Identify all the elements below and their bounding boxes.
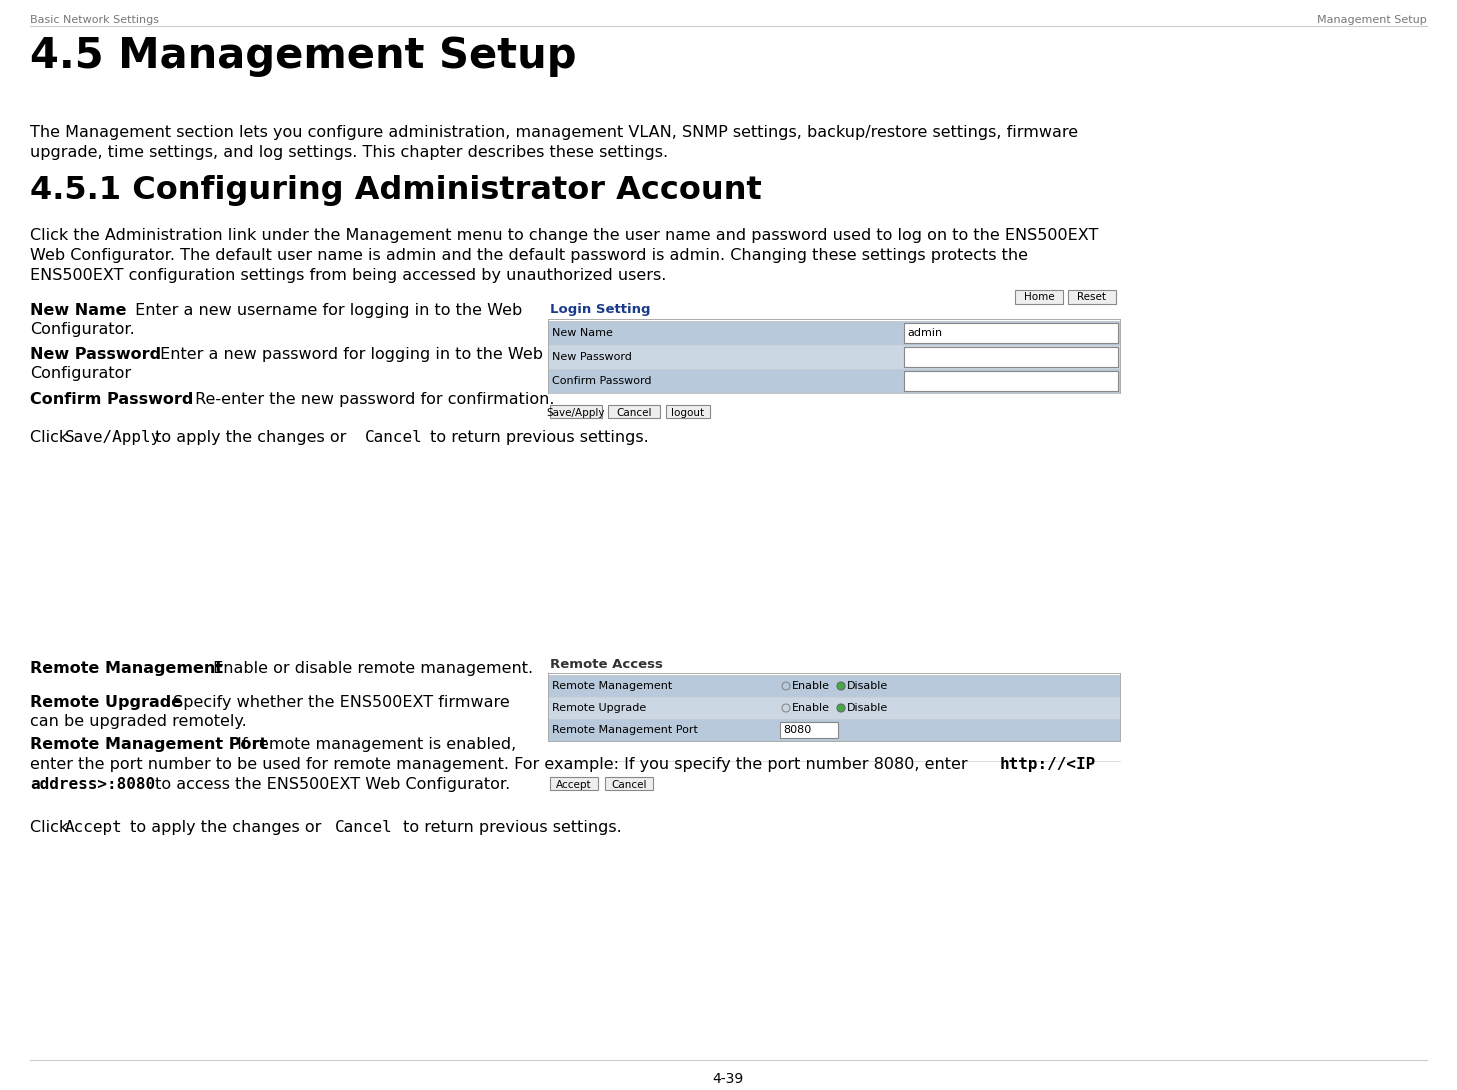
- Text: 4.5.1 Configuring Administrator Account: 4.5.1 Configuring Administrator Account: [31, 175, 762, 206]
- Text: admin: admin: [908, 328, 943, 338]
- Text: Remote Upgrade: Remote Upgrade: [552, 703, 647, 713]
- Text: Confirm Password: Confirm Password: [31, 392, 194, 407]
- FancyBboxPatch shape: [549, 777, 597, 790]
- FancyBboxPatch shape: [779, 722, 838, 738]
- Text: Configurator: Configurator: [31, 366, 131, 381]
- Text: Enable: Enable: [793, 681, 830, 691]
- Text: Specify whether the ENS500EXT firmware: Specify whether the ENS500EXT firmware: [168, 695, 510, 710]
- Text: Click: Click: [31, 429, 73, 445]
- FancyBboxPatch shape: [903, 323, 1118, 343]
- Text: logout: logout: [672, 408, 705, 417]
- Text: Enable: Enable: [793, 703, 830, 713]
- Text: Configurator.: Configurator.: [31, 322, 134, 337]
- Bar: [548, 697, 1120, 719]
- Text: Re-enter the new password for confirmation.: Re-enter the new password for confirmati…: [189, 392, 555, 407]
- Text: Web Configurator. The default user name is admin and the default password is adm: Web Configurator. The default user name …: [31, 249, 1029, 263]
- Text: Cancel: Cancel: [612, 779, 647, 789]
- Text: Enter a new username for logging in to the Web: Enter a new username for logging in to t…: [130, 303, 522, 318]
- Text: to apply the changes or: to apply the changes or: [150, 429, 351, 445]
- Text: Cancel: Cancel: [616, 408, 651, 417]
- Text: The Management section lets you configure administration, management VLAN, SNMP : The Management section lets you configur…: [31, 125, 1078, 140]
- Text: New Password: New Password: [31, 347, 162, 362]
- Text: Cancel: Cancel: [335, 820, 393, 835]
- Text: 8080: 8080: [782, 725, 812, 735]
- Text: Enable or disable remote management.: Enable or disable remote management.: [208, 661, 533, 676]
- Text: address>:8080: address>:8080: [31, 777, 154, 792]
- Text: Accept: Accept: [557, 779, 592, 789]
- Text: to access the ENS500EXT Web Configurator.: to access the ENS500EXT Web Configurator…: [150, 777, 510, 792]
- Text: Remote Management Port: Remote Management Port: [552, 725, 698, 735]
- Text: Remote Management: Remote Management: [31, 661, 223, 676]
- Text: Click the Administration link under the Management menu to change the user name : Click the Administration link under the …: [31, 228, 1099, 243]
- FancyBboxPatch shape: [1068, 290, 1116, 304]
- Text: ENS500EXT configuration settings from being accessed by unauthorized users.: ENS500EXT configuration settings from be…: [31, 268, 666, 283]
- Text: to return previous settings.: to return previous settings.: [425, 429, 648, 445]
- Text: New Name: New Name: [552, 328, 613, 338]
- Bar: [548, 320, 1120, 346]
- Text: enter the port number to be used for remote management. For example: If you spec: enter the port number to be used for rem…: [31, 756, 973, 772]
- Text: 4.5 Management Setup: 4.5 Management Setup: [31, 35, 577, 77]
- Text: Remote Upgrade: Remote Upgrade: [31, 695, 182, 710]
- Text: Save/Apply: Save/Apply: [66, 429, 162, 445]
- Text: Click: Click: [31, 820, 73, 835]
- Text: New Name: New Name: [31, 303, 127, 318]
- FancyBboxPatch shape: [903, 371, 1118, 391]
- Text: Basic Network Settings: Basic Network Settings: [31, 15, 159, 25]
- Text: Remote Management: Remote Management: [552, 681, 672, 691]
- Text: Confirm Password: Confirm Password: [552, 376, 651, 386]
- Bar: [548, 370, 1120, 393]
- Text: Remote Management Port: Remote Management Port: [31, 737, 267, 752]
- Text: Disable: Disable: [847, 703, 889, 713]
- Text: Enter a new password for logging in to the Web: Enter a new password for logging in to t…: [154, 347, 543, 362]
- Text: Management Setup: Management Setup: [1317, 15, 1426, 25]
- Text: to return previous settings.: to return previous settings.: [398, 820, 622, 835]
- Bar: [548, 346, 1120, 370]
- Text: upgrade, time settings, and log settings. This chapter describes these settings.: upgrade, time settings, and log settings…: [31, 145, 669, 160]
- Text: If remote management is enabled,: If remote management is enabled,: [232, 737, 516, 752]
- Text: Remote Access: Remote Access: [549, 658, 663, 671]
- Circle shape: [836, 682, 845, 690]
- Text: Save/Apply: Save/Apply: [546, 408, 605, 417]
- Bar: [548, 675, 1120, 697]
- Text: Home: Home: [1024, 292, 1055, 302]
- Text: Cancel: Cancel: [366, 429, 423, 445]
- Text: Reset: Reset: [1078, 292, 1106, 302]
- FancyBboxPatch shape: [903, 347, 1118, 367]
- FancyBboxPatch shape: [1016, 290, 1064, 304]
- Text: Disable: Disable: [847, 681, 889, 691]
- FancyBboxPatch shape: [605, 777, 653, 790]
- Text: Login Setting: Login Setting: [549, 303, 650, 316]
- Text: Accept: Accept: [66, 820, 122, 835]
- Text: 4-39: 4-39: [712, 1071, 743, 1086]
- Text: can be upgraded remotely.: can be upgraded remotely.: [31, 714, 246, 729]
- Bar: [548, 719, 1120, 741]
- Text: New Password: New Password: [552, 352, 632, 362]
- Text: http://<IP: http://<IP: [1000, 756, 1096, 772]
- Circle shape: [836, 704, 845, 712]
- FancyBboxPatch shape: [608, 405, 660, 417]
- FancyBboxPatch shape: [549, 405, 602, 417]
- FancyBboxPatch shape: [666, 405, 710, 417]
- Text: to apply the changes or: to apply the changes or: [125, 820, 326, 835]
